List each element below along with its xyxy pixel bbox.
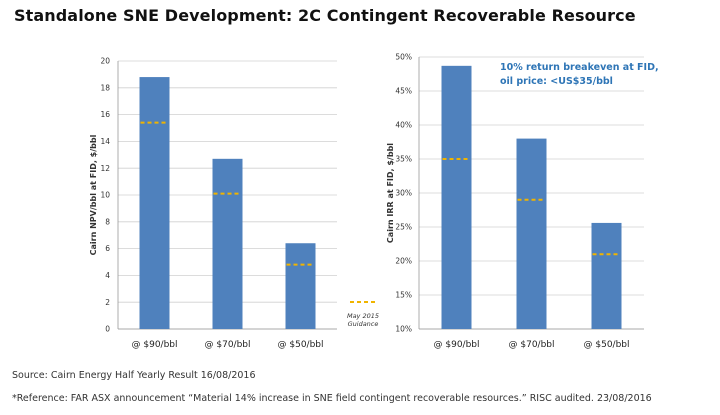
irr-y-tick-label: 35% — [395, 155, 412, 164]
irr-category-label: @ $70/bbl — [509, 340, 555, 350]
npv-y-tick-label: 4 — [105, 271, 110, 280]
irr-y-tick-label: 25% — [395, 223, 412, 232]
irr-y-tick-label: 30% — [395, 189, 412, 198]
npv-y-tick-label: 8 — [105, 217, 110, 226]
irr-bar — [516, 138, 547, 329]
npv-category-label: @ $50/bbl — [278, 340, 324, 350]
irr-annotation: oil price: <US$35/bbl — [500, 76, 613, 87]
npv-y-tick-label: 6 — [105, 244, 110, 253]
npv-bar — [285, 243, 316, 329]
npv-y-tick-label: 0 — [105, 325, 110, 334]
npv-y-tick-label: 18 — [100, 83, 110, 92]
npv-y-axis-title: Cairn NPV/bbl at FID, $/bbl — [89, 134, 98, 255]
legend-guidance-label: Guidance — [348, 320, 379, 328]
irr-bar — [441, 65, 472, 329]
npv-y-tick-label: 10 — [100, 191, 110, 200]
irr-bar — [591, 222, 622, 329]
npv-bar — [212, 158, 243, 329]
irr-y-tick-label: 10% — [395, 325, 412, 334]
npv-bar — [139, 77, 170, 329]
reference-note: *Reference: FAR ASX announcement “Materi… — [12, 393, 652, 404]
npv-y-tick-label: 14 — [100, 137, 110, 146]
irr-y-tick-label: 20% — [395, 257, 412, 266]
npv-y-tick-label: 20 — [100, 57, 110, 66]
legend-guidance-label: May 2015 — [347, 312, 379, 320]
irr-y-axis-title: Cairn IRR at FID, $/bbl — [386, 143, 395, 243]
irr-y-tick-label: 50% — [395, 53, 412, 62]
npv-category-label: @ $90/bbl — [132, 340, 178, 350]
npv-category-label: @ $70/bbl — [205, 340, 251, 350]
irr-y-tick-label: 45% — [395, 87, 412, 96]
page-title: Standalone SNE Development: 2C Contingen… — [14, 6, 636, 25]
npv-y-tick-label: 2 — [105, 298, 110, 307]
npv-y-tick-label: 16 — [100, 110, 110, 119]
irr-y-tick-label: 40% — [395, 121, 412, 130]
npv-y-tick-label: 12 — [100, 164, 110, 173]
irr-category-label: @ $50/bbl — [584, 340, 630, 350]
irr-annotation: 10% return breakeven at FID, — [500, 62, 659, 73]
irr-y-tick-label: 15% — [395, 291, 412, 300]
irr-category-label: @ $90/bbl — [434, 340, 480, 350]
source-note: Source: Cairn Energy Half Yearly Result … — [12, 370, 256, 381]
